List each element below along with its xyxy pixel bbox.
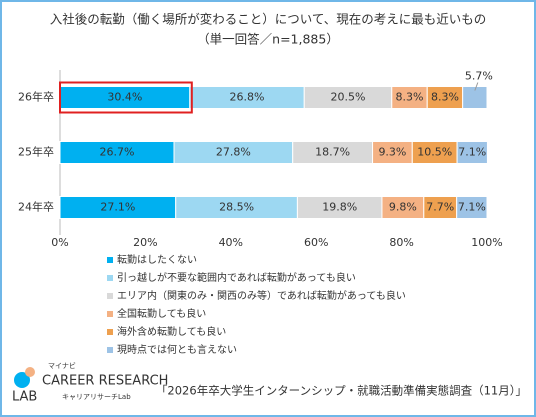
- legend-swatch: [107, 293, 113, 299]
- data-label: 5.7%: [465, 70, 493, 83]
- data-label: 27.1%: [100, 201, 135, 214]
- legend-swatch: [107, 275, 113, 281]
- data-label: 7.1%: [458, 146, 486, 159]
- legend-label: 現時点では何とも言えない: [117, 343, 237, 356]
- highlight-box: [59, 81, 193, 114]
- logo-brand: マイナビ: [48, 361, 76, 370]
- data-label: 28.5%: [219, 201, 254, 214]
- legend-label: 転勤はしたくない: [117, 253, 197, 266]
- legend-swatch: [107, 347, 113, 353]
- bar-segment: [462, 86, 488, 109]
- legend-label: 引っ越しが不要な範囲内であれば転勤があっても良い: [117, 271, 356, 284]
- data-label: 7.1%: [458, 201, 486, 214]
- legend-swatch: [107, 329, 113, 335]
- data-label: 9.8%: [389, 201, 417, 214]
- data-label: 8.3%: [431, 91, 459, 104]
- x-tick-label: 20%: [133, 236, 157, 249]
- data-label: 27.8%: [216, 146, 251, 159]
- source: 「2026年卒大学生インターンシップ・就職活動準備実態調査（11月）」: [156, 384, 527, 398]
- data-label: 30.4%: [107, 91, 142, 104]
- data-label: 7.7%: [426, 201, 454, 214]
- x-tick-label: 80%: [389, 236, 413, 249]
- data-label: 26.7%: [100, 146, 135, 159]
- chart-title: 入社後の転勤（働く場所が変わること）について、現在の考えに最も近いもの: [50, 12, 487, 27]
- logo-mark: [25, 367, 35, 377]
- x-tick-label: 60%: [304, 236, 328, 249]
- logo-sub: キャリアリサーチLab: [62, 393, 131, 401]
- legend-label: 海外含め転勤しても良い: [117, 325, 226, 338]
- data-label: 9.3%: [378, 146, 406, 159]
- x-tick-label: 0%: [51, 236, 68, 249]
- leader-line: [474, 82, 479, 91]
- data-label: 18.7%: [315, 146, 350, 159]
- logo-line1: CAREER RESEARCH: [42, 374, 168, 389]
- bar-segment: [456, 141, 488, 164]
- data-label: 8.3%: [396, 91, 424, 104]
- bar-segment: [456, 196, 488, 219]
- legend-label: 全国転勤しても良い: [117, 307, 206, 320]
- y-tick-label: 26年卒: [18, 90, 54, 104]
- legend-swatch: [107, 257, 113, 263]
- data-label: 20.5%: [331, 91, 366, 104]
- legend-swatch: [107, 311, 113, 317]
- data-label: 10.5%: [417, 146, 452, 159]
- logo-line2: LAB: [12, 390, 37, 405]
- legend-label: エリア内（関東のみ・関西のみ等）であれば転勤があっても良い: [117, 289, 406, 302]
- logo-mark: [14, 372, 30, 388]
- y-tick-label: 25年卒: [18, 145, 54, 159]
- data-label: 26.8%: [230, 91, 265, 104]
- y-tick-label: 24年卒: [18, 200, 54, 214]
- x-tick-label: 40%: [219, 236, 243, 249]
- logo: マイナビ CAREER RESEARCH LAB キャリアリサーチLab: [12, 361, 168, 405]
- x-tick-label: 100%: [471, 236, 502, 249]
- data-label: 19.8%: [322, 201, 357, 214]
- chart-subtitle: （単一回答／n=1,885）: [197, 32, 339, 47]
